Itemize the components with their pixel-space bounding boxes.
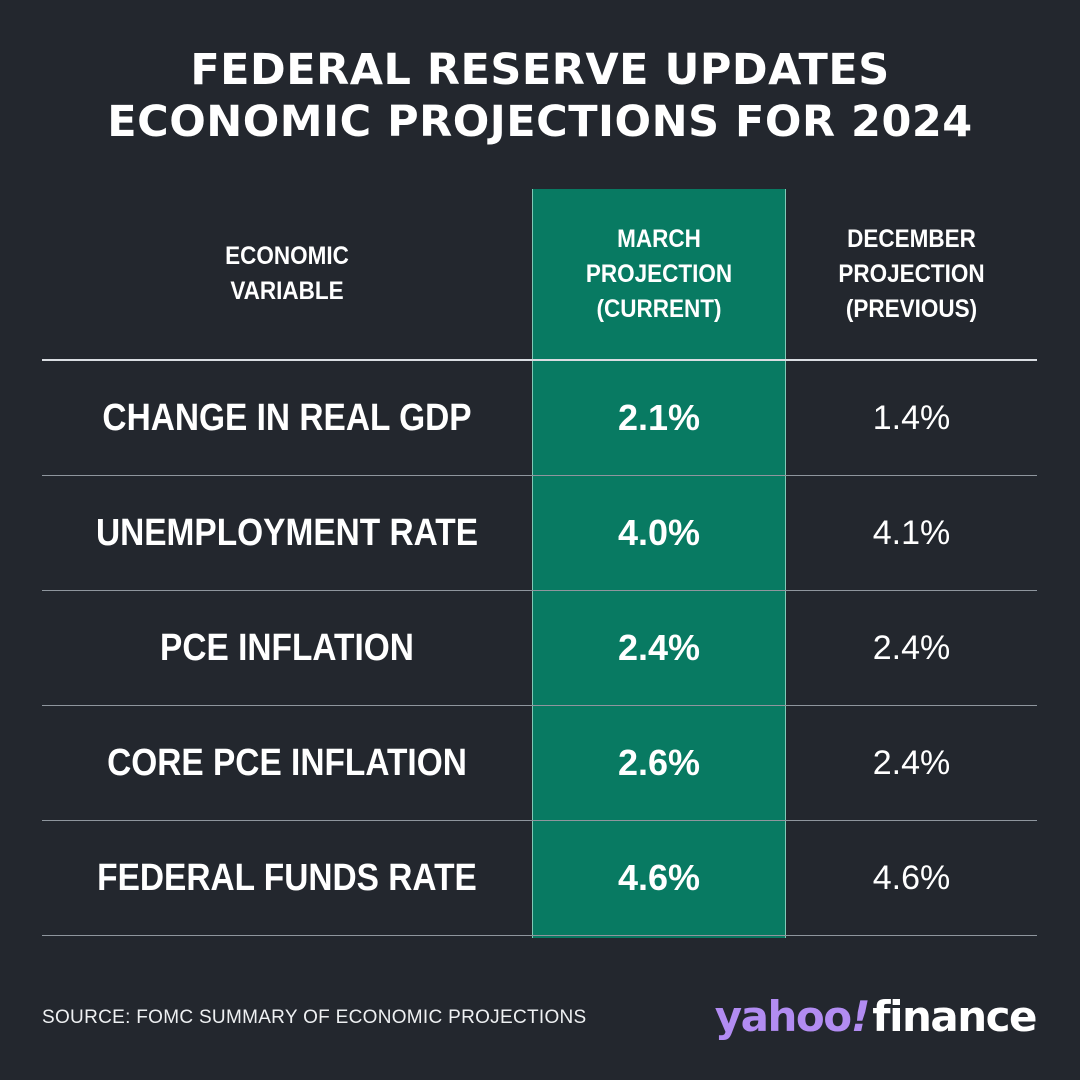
row-previous-value: 4.1% (872, 513, 951, 552)
title-line-1: FEDERAL RESERVE UPDATES (190, 45, 890, 95)
table-header: ECONOMIC VARIABLE MARCH PROJECTION (CURR… (42, 189, 1037, 361)
logo-finance-text: finance (872, 991, 1037, 1041)
row-current-value: 4.6% (617, 857, 701, 898)
row-current-value: 4.0% (617, 512, 701, 553)
table-row: CHANGE IN REAL GDP 2.1% 1.4% (42, 361, 1037, 476)
source-note: SOURCE: FOMC SUMMARY OF ECONOMIC PROJECT… (42, 1007, 587, 1028)
logo-yahoo-text: yahoo (714, 991, 852, 1041)
row-variable-label: UNEMPLOYMENT RATE (95, 511, 479, 554)
row-variable-label: CORE PCE INFLATION (107, 741, 467, 784)
row-current-value: 2.1% (617, 397, 701, 438)
page-title: FEDERAL RESERVE UPDATES ECONOMIC PROJECT… (0, 44, 1080, 148)
header-economic-variable: ECONOMIC VARIABLE (225, 242, 349, 305)
row-previous-value: 1.4% (872, 398, 951, 437)
row-current-value: 2.4% (617, 627, 701, 668)
table-row: FEDERAL FUNDS RATE 4.6% 4.6% (42, 821, 1037, 936)
current-column-highlight (532, 189, 786, 938)
table-row: PCE INFLATION 2.4% 2.4% (42, 591, 1037, 706)
row-previous-value: 4.6% (872, 858, 951, 897)
header-march-projection: MARCH PROJECTION (CURRENT) (585, 224, 733, 323)
row-previous-value: 2.4% (872, 743, 951, 782)
yahoo-finance-logo: yahoo ! finance (714, 986, 1038, 1046)
title-line-2: ECONOMIC PROJECTIONS FOR 2024 (107, 97, 973, 147)
header-december-projection: DECEMBER PROJECTION (PREVIOUS) (838, 224, 985, 323)
table-row: UNEMPLOYMENT RATE 4.0% 4.1% (42, 476, 1037, 591)
table-row: CORE PCE INFLATION 2.6% 2.4% (42, 706, 1037, 821)
row-variable-label: FEDERAL FUNDS RATE (97, 856, 477, 899)
row-variable-label: PCE INFLATION (160, 626, 414, 669)
row-previous-value: 2.4% (872, 628, 951, 667)
row-variable-label: CHANGE IN REAL GDP (102, 396, 472, 439)
projections-table: ECONOMIC VARIABLE MARCH PROJECTION (CURR… (42, 189, 1037, 939)
row-current-value: 2.6% (617, 742, 701, 783)
